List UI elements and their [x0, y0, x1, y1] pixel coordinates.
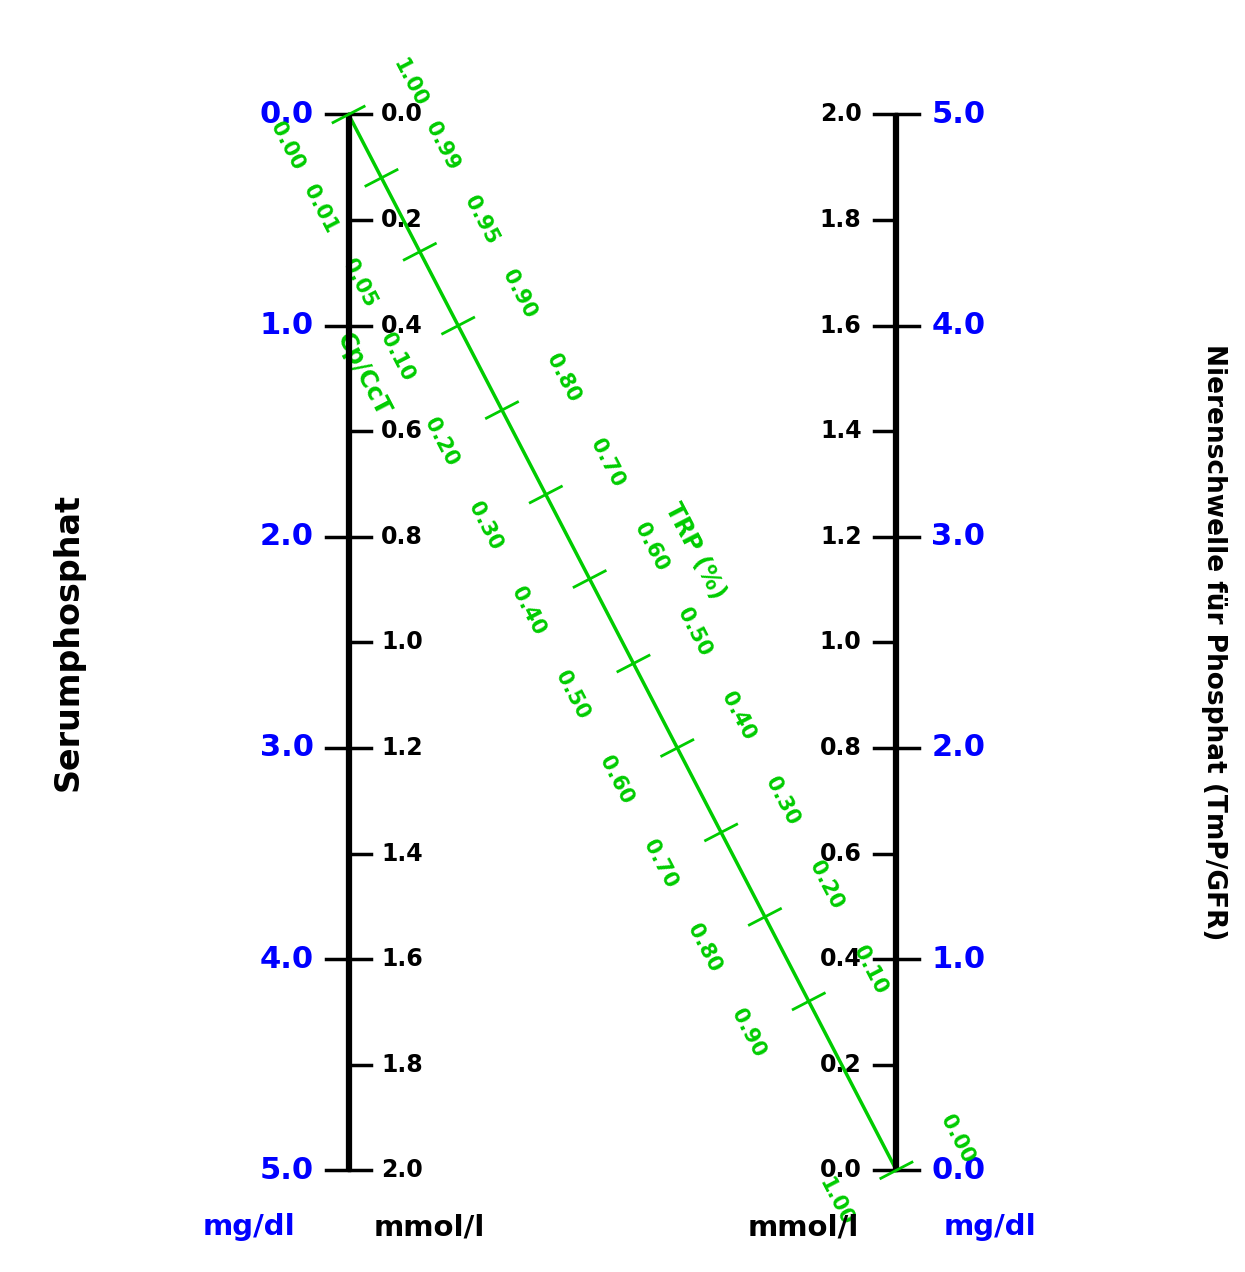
Text: 0.99: 0.99	[422, 118, 463, 174]
Text: 1.00: 1.00	[388, 56, 431, 111]
Text: 0.80: 0.80	[684, 921, 725, 976]
Text: 0.70: 0.70	[586, 435, 627, 490]
Text: 3.0: 3.0	[931, 523, 985, 551]
Text: 1.4: 1.4	[381, 842, 422, 865]
Text: 2.0: 2.0	[381, 1159, 423, 1182]
Text: 0.0: 0.0	[819, 1159, 862, 1182]
Text: 5.0: 5.0	[260, 1156, 314, 1184]
Text: 1.8: 1.8	[381, 1053, 423, 1076]
Text: 0.50: 0.50	[552, 668, 593, 722]
Text: 0.20: 0.20	[806, 857, 847, 912]
Text: 1.6: 1.6	[381, 948, 423, 971]
Text: Serumphosphat: Serumphosphat	[52, 494, 85, 791]
Text: 0.40: 0.40	[508, 584, 549, 639]
Text: 1.0: 1.0	[819, 631, 862, 654]
Text: 3.0: 3.0	[260, 734, 314, 762]
Text: 0.80: 0.80	[543, 351, 584, 406]
Text: 1.6: 1.6	[819, 314, 862, 337]
Text: 0.20: 0.20	[421, 415, 462, 469]
Text: 0.8: 0.8	[381, 525, 423, 548]
Text: 1.0: 1.0	[381, 631, 423, 654]
Text: 0.60: 0.60	[630, 520, 671, 575]
Text: 0.6: 0.6	[819, 842, 862, 865]
Text: 0.90: 0.90	[727, 1006, 768, 1061]
Text: 1.2: 1.2	[820, 525, 862, 548]
Text: 0.30: 0.30	[762, 773, 803, 828]
Text: 1.2: 1.2	[381, 736, 422, 759]
Text: mg/dl: mg/dl	[944, 1213, 1036, 1241]
Text: 0.01: 0.01	[300, 182, 341, 237]
Text: Cp/CcT: Cp/CcT	[332, 329, 395, 420]
Text: 0.50: 0.50	[674, 604, 715, 659]
Text: 0.10: 0.10	[376, 329, 418, 384]
Text: 2.0: 2.0	[819, 103, 862, 126]
Text: 0.70: 0.70	[640, 837, 681, 892]
Text: 2.0: 2.0	[260, 523, 314, 551]
Text: 1.8: 1.8	[819, 209, 862, 232]
Text: 1.0: 1.0	[260, 312, 314, 340]
Text: 0.95: 0.95	[461, 192, 502, 248]
Text: 0.00: 0.00	[936, 1112, 979, 1166]
Text: 4.0: 4.0	[260, 945, 314, 973]
Text: 0.60: 0.60	[595, 752, 637, 806]
Text: 0.4: 0.4	[381, 314, 423, 337]
Text: 0.0: 0.0	[381, 103, 423, 126]
Text: 4.0: 4.0	[931, 312, 985, 340]
Text: 0.05: 0.05	[339, 256, 380, 310]
Text: 0.2: 0.2	[819, 1053, 862, 1076]
Text: 0.40: 0.40	[717, 689, 759, 744]
Text: mg/dl: mg/dl	[203, 1213, 295, 1241]
Text: 0.6: 0.6	[381, 420, 423, 443]
Text: 0.2: 0.2	[381, 209, 423, 232]
Text: 1.00: 1.00	[814, 1174, 857, 1229]
Text: 1.4: 1.4	[820, 420, 862, 443]
Text: 0.10: 0.10	[849, 943, 890, 997]
Text: 0.4: 0.4	[819, 948, 862, 971]
Text: 0.30: 0.30	[464, 499, 505, 553]
Text: 2.0: 2.0	[931, 734, 985, 762]
Text: 0.0: 0.0	[260, 100, 314, 128]
Text: Nierenschwelle für Phosphat (TmP/GFR): Nierenschwelle für Phosphat (TmP/GFR)	[1201, 345, 1226, 940]
Text: mmol/l: mmol/l	[374, 1213, 486, 1241]
Text: 0.90: 0.90	[498, 267, 540, 322]
Text: 5.0: 5.0	[931, 100, 985, 128]
Text: mmol/l: mmol/l	[747, 1213, 859, 1241]
Text: 0.8: 0.8	[819, 736, 862, 759]
Text: TRP (%): TRP (%)	[660, 499, 730, 603]
Text: 0.00: 0.00	[266, 118, 309, 173]
Text: 1.0: 1.0	[931, 945, 985, 973]
Text: 0.0: 0.0	[931, 1156, 985, 1184]
